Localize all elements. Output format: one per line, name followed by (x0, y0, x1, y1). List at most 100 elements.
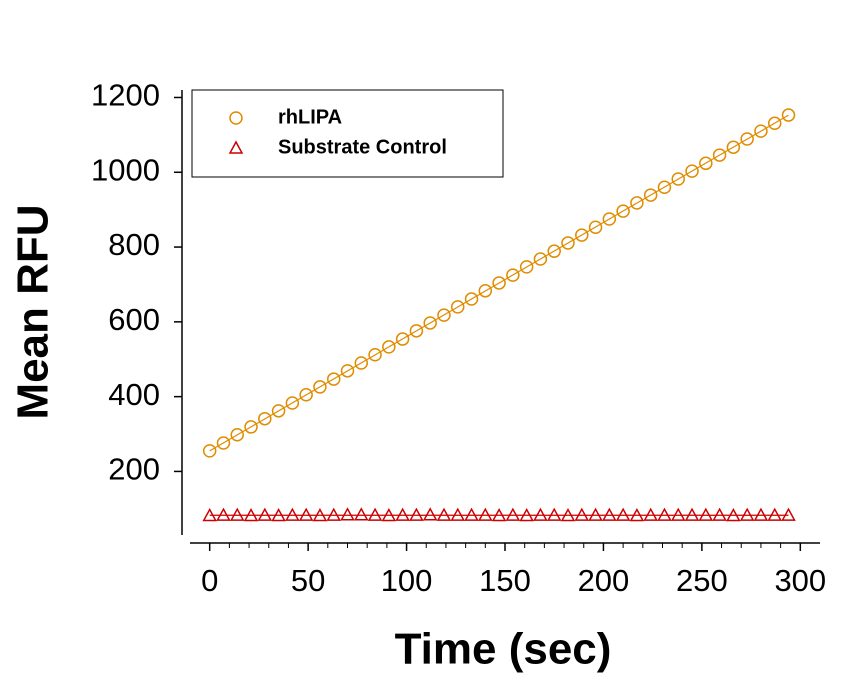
triangle-marker (340, 507, 355, 521)
triangle-marker (243, 507, 259, 522)
triangle-marker (422, 507, 438, 521)
triangle-marker (216, 507, 231, 521)
triangle-marker (726, 507, 741, 522)
x-tick-label: 200 (578, 563, 630, 598)
triangle-marker (381, 507, 397, 522)
triangle-marker (684, 507, 700, 521)
triangle-marker (629, 507, 645, 522)
triangle-marker (643, 507, 658, 521)
triangle-marker (298, 507, 314, 521)
circle-marker (382, 340, 396, 354)
circle-marker (340, 364, 355, 378)
triangle-marker (257, 507, 273, 521)
legend: rhLIPA Substrate Control (191, 89, 504, 178)
circle-marker (616, 204, 630, 218)
triangle-marker (228, 140, 244, 154)
triangle-marker (326, 507, 341, 521)
x-tick-label: 300 (774, 563, 826, 598)
triangle-marker (505, 507, 521, 521)
circle-marker (216, 436, 231, 450)
legend-label: Substrate Control (278, 136, 447, 158)
triangle-marker (533, 507, 548, 521)
circle-marker (368, 348, 382, 362)
triangle-marker (202, 507, 217, 522)
x-tick-label: 150 (479, 563, 531, 598)
x-tick-label: 50 (291, 563, 325, 598)
circle-marker (685, 164, 699, 178)
circle-marker (492, 276, 506, 290)
triangle-marker (519, 507, 534, 522)
circle-marker (643, 188, 658, 202)
triangle-marker (367, 507, 383, 521)
circle-marker (202, 444, 217, 458)
circle-marker (464, 292, 479, 306)
circle-marker (395, 332, 410, 346)
circle-marker (754, 124, 768, 138)
circle-marker (423, 316, 437, 330)
triangle-marker (698, 507, 714, 521)
x-tick-label: 0 (201, 563, 218, 598)
triangle-marker (560, 507, 576, 522)
circle-marker (533, 252, 548, 266)
circle-marker (712, 148, 727, 162)
triangle-marker (285, 507, 300, 521)
circle-marker (285, 396, 300, 410)
triangle-marker (767, 507, 782, 521)
circle-marker (630, 196, 644, 210)
circle-marker (437, 308, 451, 322)
x-tick-label: 250 (676, 563, 728, 598)
circle-marker (588, 220, 603, 234)
y-tick-label: 600 (108, 302, 160, 337)
circle-marker (506, 268, 520, 282)
circle-marker (230, 428, 244, 442)
y-tick-label: 200 (108, 452, 160, 487)
triangle-marker (712, 507, 727, 521)
triangle-marker (670, 507, 686, 521)
circle-marker (354, 356, 369, 370)
triangle-marker (753, 507, 769, 521)
circle-marker (657, 180, 672, 194)
triangle-marker (450, 507, 466, 521)
circle-marker (519, 260, 534, 274)
circle-marker (726, 140, 741, 154)
y-tick-label: 1200 (91, 78, 160, 113)
circle-marker (575, 228, 589, 242)
triangle-marker (229, 507, 245, 521)
x-tick-label: 100 (381, 563, 433, 598)
triangle-marker (409, 507, 424, 521)
circle-marker (299, 388, 313, 402)
triangle-marker (657, 507, 672, 521)
triangle-marker (615, 507, 631, 521)
circle-marker (229, 111, 243, 125)
circle-marker (740, 132, 754, 146)
circle-marker (409, 324, 424, 338)
circle-marker (451, 300, 465, 314)
y-tick-label: 400 (108, 377, 160, 412)
circle-marker (561, 236, 575, 250)
y-axis-title: Mean RFU (9, 204, 58, 419)
triangle-marker (588, 507, 603, 521)
triangle-marker (739, 507, 755, 521)
triangle-marker (491, 507, 507, 522)
circle-marker (699, 156, 713, 171)
triangle-marker (574, 507, 590, 521)
triangle-marker (464, 507, 479, 521)
circle-marker (671, 172, 685, 186)
triangle-marker (546, 507, 562, 521)
circle-marker (547, 244, 561, 258)
circle-marker (326, 372, 341, 386)
legend-label: rhLIPA (278, 106, 342, 128)
circle-marker (781, 108, 796, 122)
x-axis-title: Time (sec) (395, 625, 612, 674)
y-tick-label: 800 (108, 227, 160, 262)
circle-marker (602, 212, 617, 226)
circle-marker (313, 380, 327, 394)
fit-line (209, 114, 789, 452)
circle-marker (258, 411, 272, 426)
circle-marker (271, 404, 286, 418)
triangle-marker (271, 507, 286, 522)
y-tick-label: 1000 (91, 152, 160, 187)
triangle-marker (354, 507, 369, 521)
triangle-marker (312, 507, 328, 522)
